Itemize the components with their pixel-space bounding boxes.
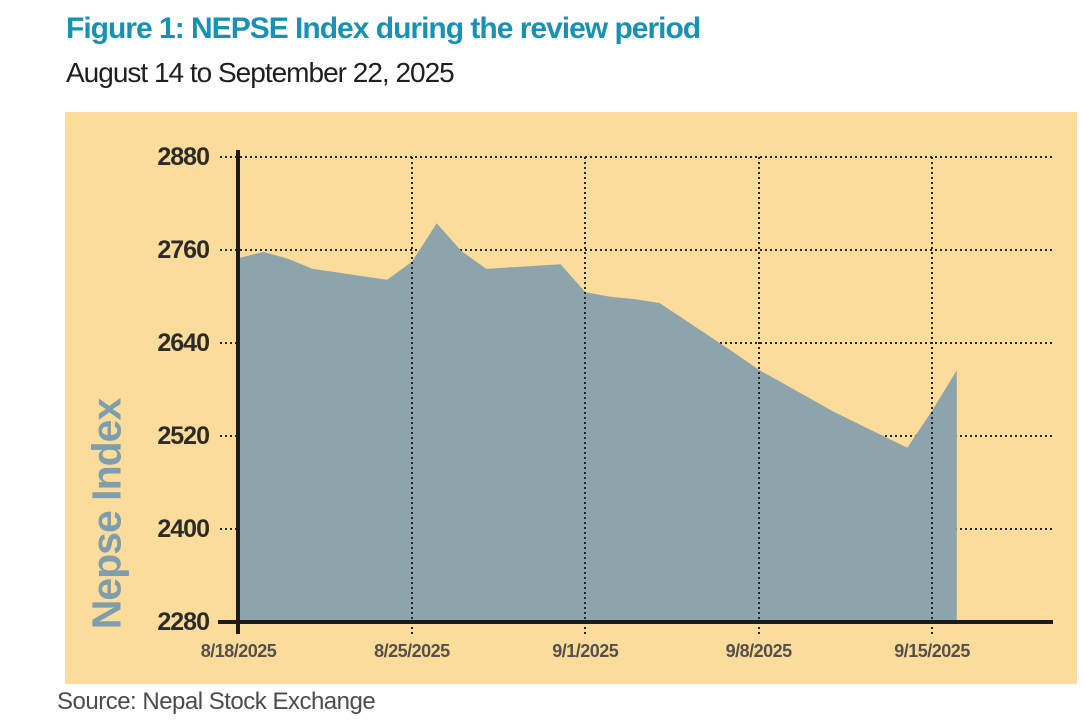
y-tick-label-2640: 2640 [157, 329, 210, 358]
x-tick-label-9/1/2025: 9/1/2025 [552, 641, 619, 661]
figure-title: Figure 1: NEPSE Index during the review … [66, 12, 701, 45]
x-axis-line [218, 620, 1053, 624]
y-tick-label-2400: 2400 [157, 515, 210, 544]
figure-subtitle: August 14 to September 22, 2025 [66, 57, 455, 88]
y-tick-label-2760: 2760 [157, 236, 210, 265]
y-tick-label-2880: 2880 [157, 143, 210, 172]
y-tick-label-2280: 2280 [157, 608, 210, 636]
x-tick-label-8/18/2025: 8/18/2025 [200, 641, 277, 661]
y-tick-label-2520: 2520 [157, 422, 210, 451]
y-axis-title: Nepse Index [83, 398, 130, 630]
y-gridline-2880 [220, 156, 1053, 159]
nepse-index-area-series [238, 223, 957, 622]
y-axis-line [236, 150, 240, 634]
x-gridline-9/15/2025 [931, 157, 934, 635]
x-tick-label-9/8/2025: 9/8/2025 [725, 641, 793, 661]
y-gridline-2760 [220, 249, 1053, 252]
area-series-polygon [238, 223, 957, 622]
x-gridline-8/25/2025 [410, 157, 413, 635]
x-tick-label-8/25/2025: 8/25/2025 [374, 641, 450, 661]
x-gridline-9/1/2025 [584, 157, 587, 635]
chart-panel: 2880 2760 2640 2520 2400 2280 8/18/2025 8/25/2… [65, 112, 1077, 684]
x-gridline-9/8/2025 [757, 157, 760, 635]
x-tick-label-9/15/2025: 9/15/2025 [894, 641, 970, 661]
figure-source: Source: Nepal Stock Exchange [57, 688, 376, 715]
